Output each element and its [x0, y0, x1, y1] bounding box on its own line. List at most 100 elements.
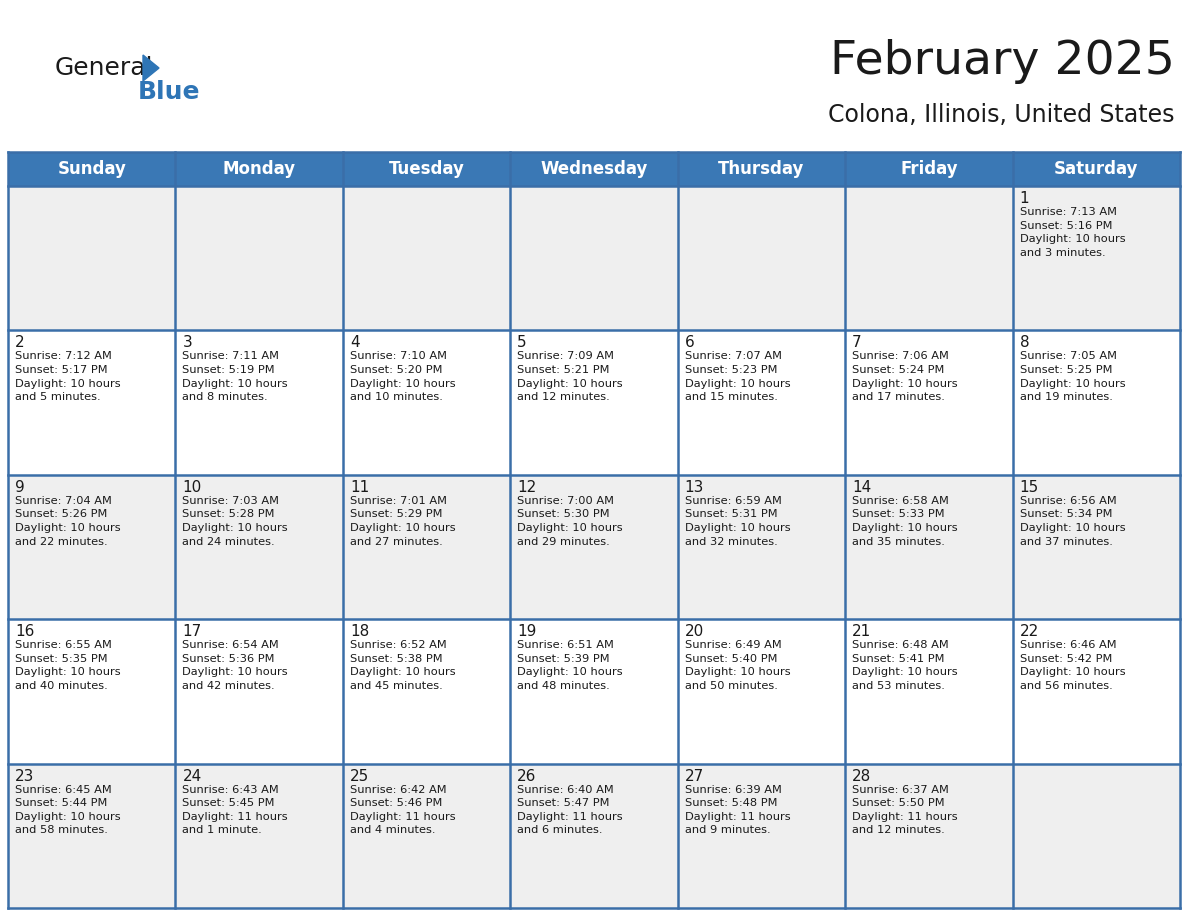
Text: Sunrise: 7:03 AM
Sunset: 5:28 PM
Daylight: 10 hours
and 24 minutes.: Sunrise: 7:03 AM Sunset: 5:28 PM Dayligh… — [183, 496, 287, 546]
Bar — [677, 764, 845, 908]
Text: Monday: Monday — [222, 160, 296, 178]
Bar — [8, 330, 176, 475]
Text: Sunrise: 6:45 AM
Sunset: 5:44 PM
Daylight: 10 hours
and 58 minutes.: Sunrise: 6:45 AM Sunset: 5:44 PM Dayligh… — [15, 785, 121, 835]
Text: Sunrise: 6:46 AM
Sunset: 5:42 PM
Daylight: 10 hours
and 56 minutes.: Sunrise: 6:46 AM Sunset: 5:42 PM Dayligh… — [1019, 640, 1125, 691]
Bar — [511, 186, 677, 330]
Text: 25: 25 — [349, 768, 369, 784]
Text: Sunrise: 6:42 AM
Sunset: 5:46 PM
Daylight: 11 hours
and 4 minutes.: Sunrise: 6:42 AM Sunset: 5:46 PM Dayligh… — [349, 785, 455, 835]
Bar — [343, 330, 511, 475]
Text: 12: 12 — [517, 480, 537, 495]
Text: Sunrise: 6:39 AM
Sunset: 5:48 PM
Daylight: 11 hours
and 9 minutes.: Sunrise: 6:39 AM Sunset: 5:48 PM Dayligh… — [684, 785, 790, 835]
Bar — [176, 475, 343, 620]
Text: 27: 27 — [684, 768, 704, 784]
Text: Colona, Illinois, United States: Colona, Illinois, United States — [828, 103, 1175, 127]
Bar — [8, 620, 176, 764]
Bar — [677, 330, 845, 475]
Bar — [511, 764, 677, 908]
Text: Sunrise: 6:49 AM
Sunset: 5:40 PM
Daylight: 10 hours
and 50 minutes.: Sunrise: 6:49 AM Sunset: 5:40 PM Dayligh… — [684, 640, 790, 691]
Text: Sunrise: 7:00 AM
Sunset: 5:30 PM
Daylight: 10 hours
and 29 minutes.: Sunrise: 7:00 AM Sunset: 5:30 PM Dayligh… — [517, 496, 623, 546]
Text: 5: 5 — [517, 335, 527, 351]
Bar — [8, 475, 176, 620]
Bar — [8, 186, 176, 330]
Text: 9: 9 — [15, 480, 25, 495]
Text: 8: 8 — [1019, 335, 1029, 351]
Text: Sunrise: 6:40 AM
Sunset: 5:47 PM
Daylight: 11 hours
and 6 minutes.: Sunrise: 6:40 AM Sunset: 5:47 PM Dayligh… — [517, 785, 623, 835]
Bar — [845, 330, 1012, 475]
Text: 2: 2 — [15, 335, 25, 351]
Text: Sunrise: 7:12 AM
Sunset: 5:17 PM
Daylight: 10 hours
and 5 minutes.: Sunrise: 7:12 AM Sunset: 5:17 PM Dayligh… — [15, 352, 121, 402]
Bar — [677, 186, 845, 330]
Text: Saturday: Saturday — [1054, 160, 1138, 178]
Text: 6: 6 — [684, 335, 695, 351]
Bar — [343, 475, 511, 620]
Text: Sunrise: 7:04 AM
Sunset: 5:26 PM
Daylight: 10 hours
and 22 minutes.: Sunrise: 7:04 AM Sunset: 5:26 PM Dayligh… — [15, 496, 121, 546]
Bar — [511, 620, 677, 764]
Text: Sunrise: 7:10 AM
Sunset: 5:20 PM
Daylight: 10 hours
and 10 minutes.: Sunrise: 7:10 AM Sunset: 5:20 PM Dayligh… — [349, 352, 455, 402]
Polygon shape — [143, 55, 159, 81]
Bar — [1012, 475, 1180, 620]
Text: 26: 26 — [517, 768, 537, 784]
Text: 10: 10 — [183, 480, 202, 495]
Text: Friday: Friday — [901, 160, 958, 178]
Text: 15: 15 — [1019, 480, 1038, 495]
Text: 1: 1 — [1019, 191, 1029, 206]
Bar — [1012, 330, 1180, 475]
Text: Sunrise: 6:58 AM
Sunset: 5:33 PM
Daylight: 10 hours
and 35 minutes.: Sunrise: 6:58 AM Sunset: 5:33 PM Dayligh… — [852, 496, 958, 546]
Text: Sunrise: 7:01 AM
Sunset: 5:29 PM
Daylight: 10 hours
and 27 minutes.: Sunrise: 7:01 AM Sunset: 5:29 PM Dayligh… — [349, 496, 455, 546]
Text: 11: 11 — [349, 480, 369, 495]
Text: Sunrise: 7:06 AM
Sunset: 5:24 PM
Daylight: 10 hours
and 17 minutes.: Sunrise: 7:06 AM Sunset: 5:24 PM Dayligh… — [852, 352, 958, 402]
Bar — [176, 620, 343, 764]
Bar — [176, 764, 343, 908]
Bar — [845, 186, 1012, 330]
Bar — [845, 620, 1012, 764]
Text: Wednesday: Wednesday — [541, 160, 647, 178]
Text: 23: 23 — [15, 768, 34, 784]
Bar — [845, 475, 1012, 620]
Text: 16: 16 — [15, 624, 34, 639]
Bar — [845, 764, 1012, 908]
Text: Thursday: Thursday — [719, 160, 804, 178]
Text: February 2025: February 2025 — [830, 39, 1175, 84]
Text: Blue: Blue — [138, 80, 201, 104]
Text: 3: 3 — [183, 335, 192, 351]
Bar — [1012, 186, 1180, 330]
Bar — [1012, 764, 1180, 908]
Bar — [511, 330, 677, 475]
Text: Sunrise: 6:48 AM
Sunset: 5:41 PM
Daylight: 10 hours
and 53 minutes.: Sunrise: 6:48 AM Sunset: 5:41 PM Dayligh… — [852, 640, 958, 691]
Text: 17: 17 — [183, 624, 202, 639]
Text: Sunrise: 7:09 AM
Sunset: 5:21 PM
Daylight: 10 hours
and 12 minutes.: Sunrise: 7:09 AM Sunset: 5:21 PM Dayligh… — [517, 352, 623, 402]
Text: Sunrise: 6:52 AM
Sunset: 5:38 PM
Daylight: 10 hours
and 45 minutes.: Sunrise: 6:52 AM Sunset: 5:38 PM Dayligh… — [349, 640, 455, 691]
Bar — [343, 186, 511, 330]
Text: Sunrise: 7:13 AM
Sunset: 5:16 PM
Daylight: 10 hours
and 3 minutes.: Sunrise: 7:13 AM Sunset: 5:16 PM Dayligh… — [1019, 207, 1125, 258]
Bar — [8, 152, 1180, 186]
Text: Tuesday: Tuesday — [388, 160, 465, 178]
Text: Sunrise: 6:37 AM
Sunset: 5:50 PM
Daylight: 11 hours
and 12 minutes.: Sunrise: 6:37 AM Sunset: 5:50 PM Dayligh… — [852, 785, 958, 835]
Text: 4: 4 — [349, 335, 360, 351]
Text: Sunrise: 7:11 AM
Sunset: 5:19 PM
Daylight: 10 hours
and 8 minutes.: Sunrise: 7:11 AM Sunset: 5:19 PM Dayligh… — [183, 352, 287, 402]
Text: General: General — [55, 56, 153, 80]
Bar — [343, 764, 511, 908]
Text: 14: 14 — [852, 480, 871, 495]
Text: Sunrise: 6:43 AM
Sunset: 5:45 PM
Daylight: 11 hours
and 1 minute.: Sunrise: 6:43 AM Sunset: 5:45 PM Dayligh… — [183, 785, 287, 835]
Bar — [176, 186, 343, 330]
Bar — [511, 475, 677, 620]
Bar — [677, 620, 845, 764]
Text: Sunrise: 6:51 AM
Sunset: 5:39 PM
Daylight: 10 hours
and 48 minutes.: Sunrise: 6:51 AM Sunset: 5:39 PM Dayligh… — [517, 640, 623, 691]
Text: 22: 22 — [1019, 624, 1038, 639]
Text: Sunrise: 6:54 AM
Sunset: 5:36 PM
Daylight: 10 hours
and 42 minutes.: Sunrise: 6:54 AM Sunset: 5:36 PM Dayligh… — [183, 640, 287, 691]
Text: 28: 28 — [852, 768, 871, 784]
Text: 13: 13 — [684, 480, 704, 495]
Bar — [8, 764, 176, 908]
Text: 7: 7 — [852, 335, 861, 351]
Text: Sunrise: 7:05 AM
Sunset: 5:25 PM
Daylight: 10 hours
and 19 minutes.: Sunrise: 7:05 AM Sunset: 5:25 PM Dayligh… — [1019, 352, 1125, 402]
Text: 21: 21 — [852, 624, 871, 639]
Text: 19: 19 — [517, 624, 537, 639]
Text: 18: 18 — [349, 624, 369, 639]
Text: Sunday: Sunday — [57, 160, 126, 178]
Text: Sunrise: 6:59 AM
Sunset: 5:31 PM
Daylight: 10 hours
and 32 minutes.: Sunrise: 6:59 AM Sunset: 5:31 PM Dayligh… — [684, 496, 790, 546]
Text: Sunrise: 7:07 AM
Sunset: 5:23 PM
Daylight: 10 hours
and 15 minutes.: Sunrise: 7:07 AM Sunset: 5:23 PM Dayligh… — [684, 352, 790, 402]
Text: 24: 24 — [183, 768, 202, 784]
Bar — [677, 475, 845, 620]
Bar — [343, 620, 511, 764]
Bar — [176, 330, 343, 475]
